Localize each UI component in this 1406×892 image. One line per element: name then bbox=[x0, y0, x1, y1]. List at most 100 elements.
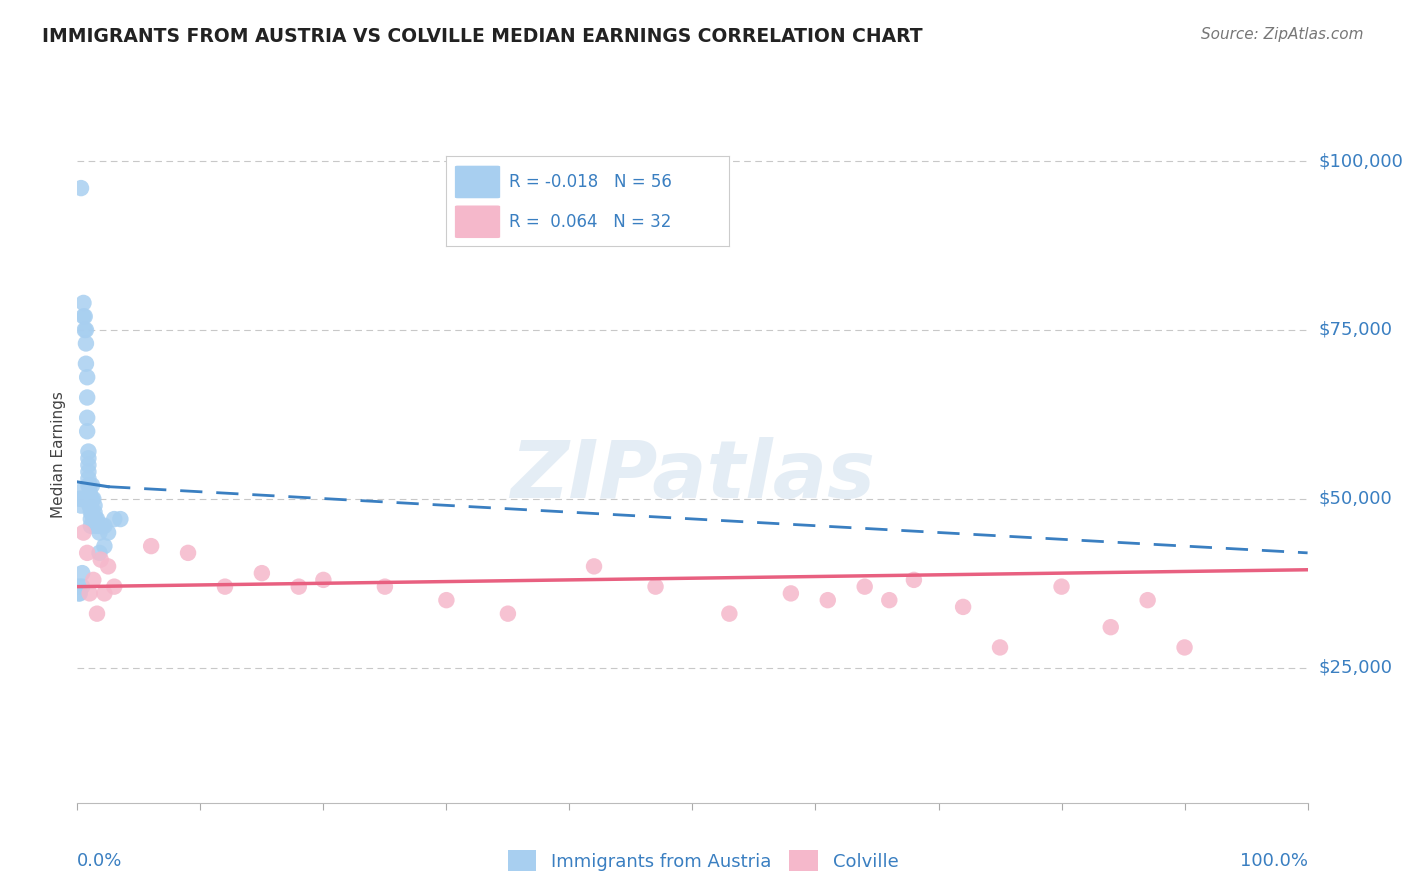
Point bbox=[89, 546, 111, 560]
Point bbox=[1050, 580, 1073, 594]
Point bbox=[82, 491, 104, 506]
Point bbox=[879, 593, 901, 607]
Point bbox=[80, 519, 103, 533]
Point bbox=[67, 586, 90, 600]
Point bbox=[82, 491, 104, 506]
Text: Source: ZipAtlas.com: Source: ZipAtlas.com bbox=[1201, 27, 1364, 42]
Point bbox=[73, 323, 96, 337]
Point bbox=[76, 391, 98, 405]
Point bbox=[84, 512, 107, 526]
Point bbox=[79, 499, 101, 513]
Point bbox=[76, 410, 98, 425]
Point bbox=[82, 478, 104, 492]
Point bbox=[77, 478, 100, 492]
Point bbox=[80, 491, 103, 506]
Point bbox=[93, 586, 115, 600]
Point bbox=[69, 586, 91, 600]
Point bbox=[141, 539, 163, 553]
Point bbox=[72, 296, 94, 310]
Point bbox=[817, 593, 839, 607]
Text: $25,000: $25,000 bbox=[1319, 658, 1393, 677]
Point bbox=[90, 519, 114, 533]
Point bbox=[83, 505, 105, 519]
Point bbox=[250, 566, 273, 581]
Point bbox=[79, 586, 101, 600]
Point bbox=[1174, 640, 1197, 655]
Point bbox=[77, 458, 100, 472]
Point bbox=[84, 519, 107, 533]
Y-axis label: Median Earnings: Median Earnings bbox=[51, 392, 66, 518]
Point bbox=[103, 512, 125, 526]
Point bbox=[77, 472, 100, 486]
Point bbox=[82, 505, 104, 519]
Point bbox=[780, 586, 803, 600]
Point bbox=[80, 505, 103, 519]
Point bbox=[288, 580, 311, 594]
Point bbox=[436, 593, 458, 607]
Point bbox=[103, 580, 125, 594]
Point bbox=[952, 599, 974, 614]
Point bbox=[374, 580, 396, 594]
Point bbox=[90, 552, 112, 566]
Point bbox=[70, 181, 93, 195]
Point bbox=[82, 573, 104, 587]
Point bbox=[583, 559, 606, 574]
Text: 100.0%: 100.0% bbox=[1240, 852, 1308, 870]
Point bbox=[70, 566, 93, 581]
Text: IMMIGRANTS FROM AUSTRIA VS COLVILLE MEDIAN EARNINGS CORRELATION CHART: IMMIGRANTS FROM AUSTRIA VS COLVILLE MEDI… bbox=[42, 27, 922, 45]
Point bbox=[77, 451, 100, 466]
Point bbox=[76, 424, 98, 438]
Point bbox=[79, 499, 101, 513]
Point bbox=[86, 607, 108, 621]
Point bbox=[77, 444, 100, 458]
Point bbox=[83, 499, 105, 513]
Point bbox=[75, 336, 97, 351]
Point bbox=[76, 546, 98, 560]
Point bbox=[80, 499, 103, 513]
Point bbox=[496, 607, 519, 621]
Point bbox=[988, 640, 1011, 655]
Text: R = -0.018   N = 56: R = -0.018 N = 56 bbox=[509, 173, 672, 191]
FancyBboxPatch shape bbox=[456, 166, 501, 198]
Point bbox=[72, 310, 94, 324]
Point bbox=[853, 580, 876, 594]
Text: R =  0.064   N = 32: R = 0.064 N = 32 bbox=[509, 213, 671, 231]
Point bbox=[87, 519, 110, 533]
Point bbox=[76, 370, 98, 384]
FancyBboxPatch shape bbox=[456, 205, 501, 238]
Point bbox=[69, 491, 91, 506]
Point bbox=[70, 499, 93, 513]
Text: ZIPatlas: ZIPatlas bbox=[510, 437, 875, 515]
Point bbox=[86, 512, 108, 526]
Point bbox=[69, 485, 91, 500]
Point bbox=[214, 580, 236, 594]
Point bbox=[73, 310, 96, 324]
Point bbox=[93, 519, 115, 533]
Point bbox=[70, 491, 93, 506]
Point bbox=[644, 580, 666, 594]
Text: $50,000: $50,000 bbox=[1319, 490, 1392, 508]
Text: $100,000: $100,000 bbox=[1319, 152, 1403, 170]
Point bbox=[312, 573, 335, 587]
Point bbox=[97, 525, 120, 540]
Point bbox=[110, 512, 132, 526]
Text: $75,000: $75,000 bbox=[1319, 321, 1393, 339]
Point bbox=[80, 512, 103, 526]
Point bbox=[79, 491, 101, 506]
Point bbox=[70, 580, 93, 594]
Point bbox=[89, 525, 111, 540]
Point bbox=[177, 546, 200, 560]
Point bbox=[97, 559, 120, 574]
Point bbox=[718, 607, 741, 621]
Point bbox=[77, 465, 100, 479]
Point bbox=[72, 525, 94, 540]
Point bbox=[67, 580, 90, 594]
Point bbox=[1136, 593, 1159, 607]
Point bbox=[75, 323, 97, 337]
Point bbox=[79, 485, 101, 500]
Point bbox=[1099, 620, 1122, 634]
Point bbox=[93, 539, 115, 553]
Legend: Immigrants from Austria, Colville: Immigrants from Austria, Colville bbox=[501, 843, 905, 879]
Point bbox=[75, 357, 97, 371]
Point bbox=[903, 573, 925, 587]
